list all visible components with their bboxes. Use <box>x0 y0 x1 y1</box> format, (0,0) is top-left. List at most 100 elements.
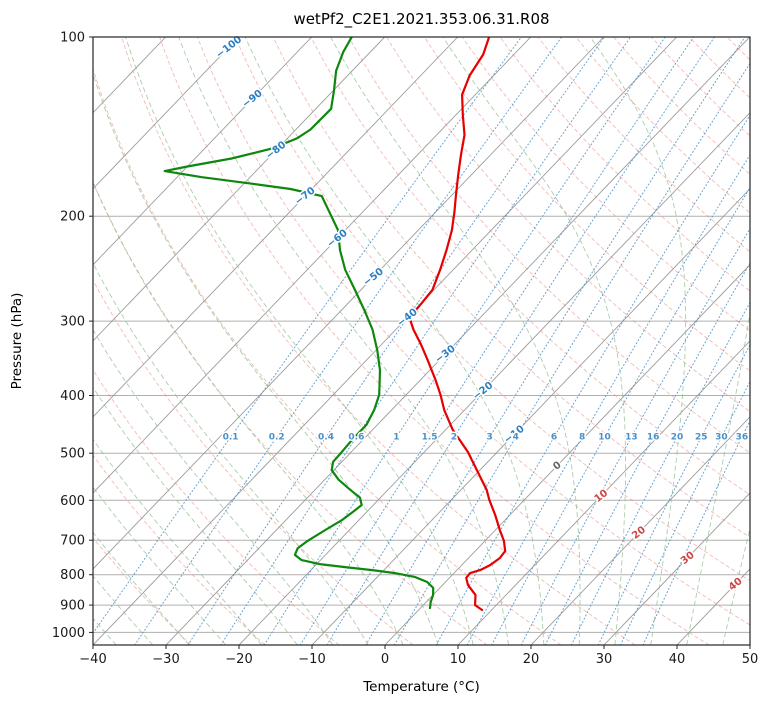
dry-adiabat-line <box>765 37 775 645</box>
isotherm-label: −90 <box>240 88 264 110</box>
isotherm-line <box>311 188 750 645</box>
y-tick-label: 700 <box>60 534 85 549</box>
mixing-ratio-label: 30 <box>715 433 728 443</box>
dry-adiabat-line <box>726 37 750 61</box>
dry-adiabat-line <box>93 369 340 645</box>
dry-adiabat-line <box>93 537 192 645</box>
y-tick-label: 600 <box>60 494 85 509</box>
moist-adiabat-line <box>244 37 545 645</box>
mixing-ratio-label: 25 <box>695 433 708 443</box>
chart-title: wetPf2_C2E1.2021.353.06.31.R08 <box>293 10 550 28</box>
isotherm-line <box>749 644 750 645</box>
moist-adiabat-line <box>330 37 581 645</box>
mixing-ratio-label: 20 <box>671 433 684 443</box>
mixing-ratio-line <box>393 62 750 645</box>
x-tick-label: −30 <box>152 652 179 667</box>
x-tick-label: −40 <box>79 652 106 667</box>
mixing-ratio-label: 13 <box>625 433 638 443</box>
dry-adiabat-line <box>93 279 414 645</box>
dry-adiabat-line <box>93 181 488 645</box>
mixing-ratio-label: 10 <box>598 433 611 443</box>
y-tick-label: 100 <box>60 31 85 46</box>
mixing-ratio-label: 3 <box>486 433 492 443</box>
x-tick-label: 50 <box>742 652 759 667</box>
dry-adiabat-line <box>196 37 750 626</box>
mixing-ratio-label: 6 <box>551 433 557 443</box>
dry-adiabat-line <box>159 37 710 645</box>
isotherm-line <box>0 37 20 645</box>
dry-adiabat-line <box>386 37 750 413</box>
moist-adiabat-line <box>93 575 154 645</box>
dry-adiabat-line <box>272 37 750 538</box>
isotherm-line <box>93 37 678 645</box>
plot-area <box>0 37 775 645</box>
moist-adiabat-line <box>125 37 474 645</box>
dry-adiabat-line <box>234 37 750 582</box>
moist-adiabat-line <box>93 386 298 645</box>
dry-adiabat-line <box>424 37 750 372</box>
mixing-ratio-line <box>570 301 750 645</box>
mixing-ratio-label: 16 <box>647 433 660 443</box>
x-tick-label: 40 <box>669 652 686 667</box>
mixing-ratio-line <box>187 37 605 645</box>
mixing-ratio-line <box>466 153 750 645</box>
y-tick-label: 800 <box>60 568 85 583</box>
plot-labels: −100−90−80−70−60−50−40−30−20−10010203040… <box>213 33 750 595</box>
mixing-ratio-label: 2 <box>451 433 457 443</box>
mixing-ratio-line <box>220 37 632 645</box>
y-tick-label: 500 <box>60 447 85 462</box>
mixing-ratio-line <box>435 114 750 645</box>
isotherm-line <box>384 264 750 645</box>
moist-adiabat-line <box>589 37 687 645</box>
dry-adiabat-line <box>537 37 750 253</box>
x-tick-label: 0 <box>381 652 389 667</box>
mixing-ratio-label: 0.1 <box>223 433 239 443</box>
isotherm-line <box>93 37 240 190</box>
isotherm-line <box>238 112 750 645</box>
mixing-ratio-line <box>491 186 750 645</box>
dry-adiabat-line <box>310 37 750 496</box>
moist-adiabat-line <box>93 262 369 645</box>
dry-adiabat-line <box>651 37 750 137</box>
isotherm-label: 0 <box>551 460 563 473</box>
moist-adiabat-line <box>93 438 262 645</box>
x-tick-label: 20 <box>523 652 540 667</box>
mixing-ratio-label: 0.4 <box>318 433 334 443</box>
plot-border <box>92 36 751 646</box>
mixing-ratio-line <box>326 37 715 645</box>
mixing-ratio-line <box>299 37 695 645</box>
dry-adiabat-line <box>575 37 750 214</box>
isotherm-label: −20 <box>471 380 495 402</box>
dry-adiabat-line <box>121 37 636 645</box>
mixing-ratio-line <box>263 37 666 645</box>
isotherm-line <box>93 37 167 114</box>
y-tick-label: 300 <box>60 315 85 330</box>
moist-adiabat-line <box>722 526 750 645</box>
moist-adiabat-line <box>93 617 117 645</box>
isotherm-line <box>165 37 750 645</box>
isotherm-line <box>93 37 459 418</box>
x-axis-label: Temperature (°C) <box>363 679 480 695</box>
isotherm-label: −50 <box>361 266 385 288</box>
isotherm-line <box>93 37 94 38</box>
y-tick-label: 1000 <box>52 626 85 641</box>
isotherm-line <box>93 37 605 570</box>
x-tick-label: −20 <box>225 652 252 667</box>
mixing-ratio-line <box>597 343 750 645</box>
mixing-ratio-label: 0.2 <box>269 433 285 443</box>
isotherm-line <box>530 416 750 645</box>
y-tick-label: 200 <box>60 210 85 225</box>
mixing-ratio-label: 4 <box>513 433 519 443</box>
dewpoint-profile-line <box>163 37 435 610</box>
y-tick-label: 400 <box>60 389 85 404</box>
isotherm-line <box>603 492 750 645</box>
dry-adiabat-line <box>499 37 750 292</box>
mixing-ratio-line <box>642 419 750 645</box>
moist-adiabat-line <box>93 72 439 645</box>
dry-adiabat-line <box>93 454 266 645</box>
isotherm-label: −70 <box>293 185 317 207</box>
x-tick-label: −10 <box>298 652 325 667</box>
mixing-ratio-line <box>620 380 750 645</box>
